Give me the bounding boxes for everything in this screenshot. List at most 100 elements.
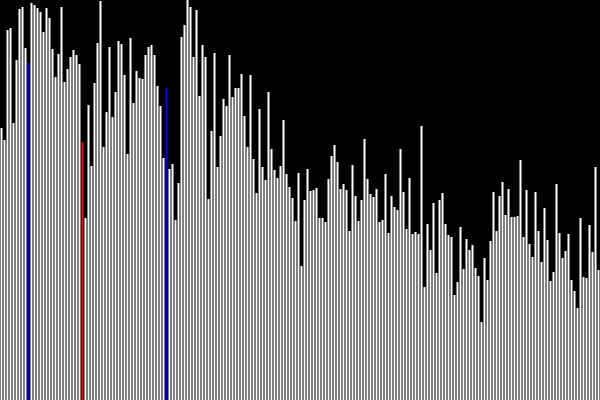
bar	[549, 281, 552, 400]
bar	[321, 218, 324, 400]
bar	[210, 131, 213, 400]
bar	[45, 8, 48, 400]
bar	[39, 12, 42, 400]
bar	[123, 75, 126, 400]
bar	[114, 92, 117, 400]
bar	[516, 216, 519, 400]
bar	[159, 106, 162, 400]
bar	[357, 221, 360, 400]
bar	[519, 160, 522, 400]
bar	[567, 234, 570, 400]
bar	[102, 147, 105, 400]
bar	[447, 235, 450, 400]
bar	[465, 239, 468, 400]
bar	[381, 220, 384, 400]
bar	[426, 224, 429, 400]
bar	[345, 190, 348, 400]
bar	[48, 18, 51, 400]
bar	[507, 189, 510, 400]
bar	[477, 276, 480, 400]
bar	[360, 200, 363, 400]
bar	[57, 54, 60, 400]
bar	[297, 173, 300, 400]
bar	[462, 269, 465, 400]
bar	[21, 7, 24, 400]
bar	[375, 189, 378, 400]
bar	[408, 178, 411, 400]
bar	[87, 105, 90, 400]
bar	[390, 196, 393, 400]
bar	[276, 178, 279, 400]
bar	[105, 112, 108, 400]
bar	[456, 282, 459, 400]
bar	[84, 218, 87, 400]
bar	[306, 169, 309, 400]
bar	[432, 203, 435, 400]
bar	[396, 210, 399, 400]
bar	[24, 48, 27, 400]
bar	[255, 193, 258, 400]
bar	[126, 154, 129, 400]
bar	[3, 140, 6, 400]
bar	[93, 83, 96, 400]
bar	[540, 262, 543, 400]
bar	[468, 250, 471, 400]
bar	[216, 167, 219, 400]
bar	[30, 3, 33, 400]
bar	[15, 60, 18, 400]
bar	[177, 183, 180, 400]
bar	[99, 1, 102, 400]
bar	[336, 162, 339, 400]
bar	[168, 169, 171, 400]
bar	[411, 234, 414, 400]
bar	[435, 273, 438, 400]
bar	[231, 97, 234, 400]
bar	[570, 280, 573, 400]
bar	[342, 184, 345, 400]
bar	[522, 237, 525, 400]
bar	[489, 241, 492, 400]
bar	[147, 47, 150, 400]
bar	[78, 64, 81, 400]
bar	[189, 7, 192, 400]
bar	[300, 266, 303, 400]
bar	[309, 191, 312, 400]
bar	[378, 222, 381, 400]
bar	[573, 291, 576, 400]
bar	[582, 277, 585, 400]
bar	[453, 295, 456, 400]
bar	[156, 86, 159, 400]
bar	[534, 192, 537, 400]
bar	[480, 322, 483, 400]
bar	[291, 198, 294, 400]
bar	[9, 28, 12, 400]
bar	[402, 192, 405, 400]
bar	[90, 166, 93, 400]
bar	[441, 193, 444, 400]
bar	[597, 270, 600, 400]
bar	[117, 41, 120, 400]
bar	[63, 82, 66, 400]
bar	[198, 96, 201, 400]
bar	[234, 88, 237, 400]
bar	[261, 167, 264, 400]
highlighted-bar	[165, 88, 168, 400]
bar	[192, 57, 195, 400]
bar	[273, 170, 276, 400]
bar	[369, 194, 372, 400]
bar	[54, 77, 57, 400]
bar	[498, 196, 501, 400]
bar	[303, 200, 306, 400]
bar	[33, 5, 36, 400]
bar	[576, 308, 579, 400]
bar	[6, 30, 9, 400]
bar	[318, 218, 321, 400]
bar	[564, 251, 567, 400]
bar	[414, 232, 417, 400]
bar	[444, 224, 447, 400]
bar	[237, 88, 240, 400]
bar	[204, 57, 207, 400]
bar	[510, 217, 513, 400]
bar	[315, 188, 318, 400]
